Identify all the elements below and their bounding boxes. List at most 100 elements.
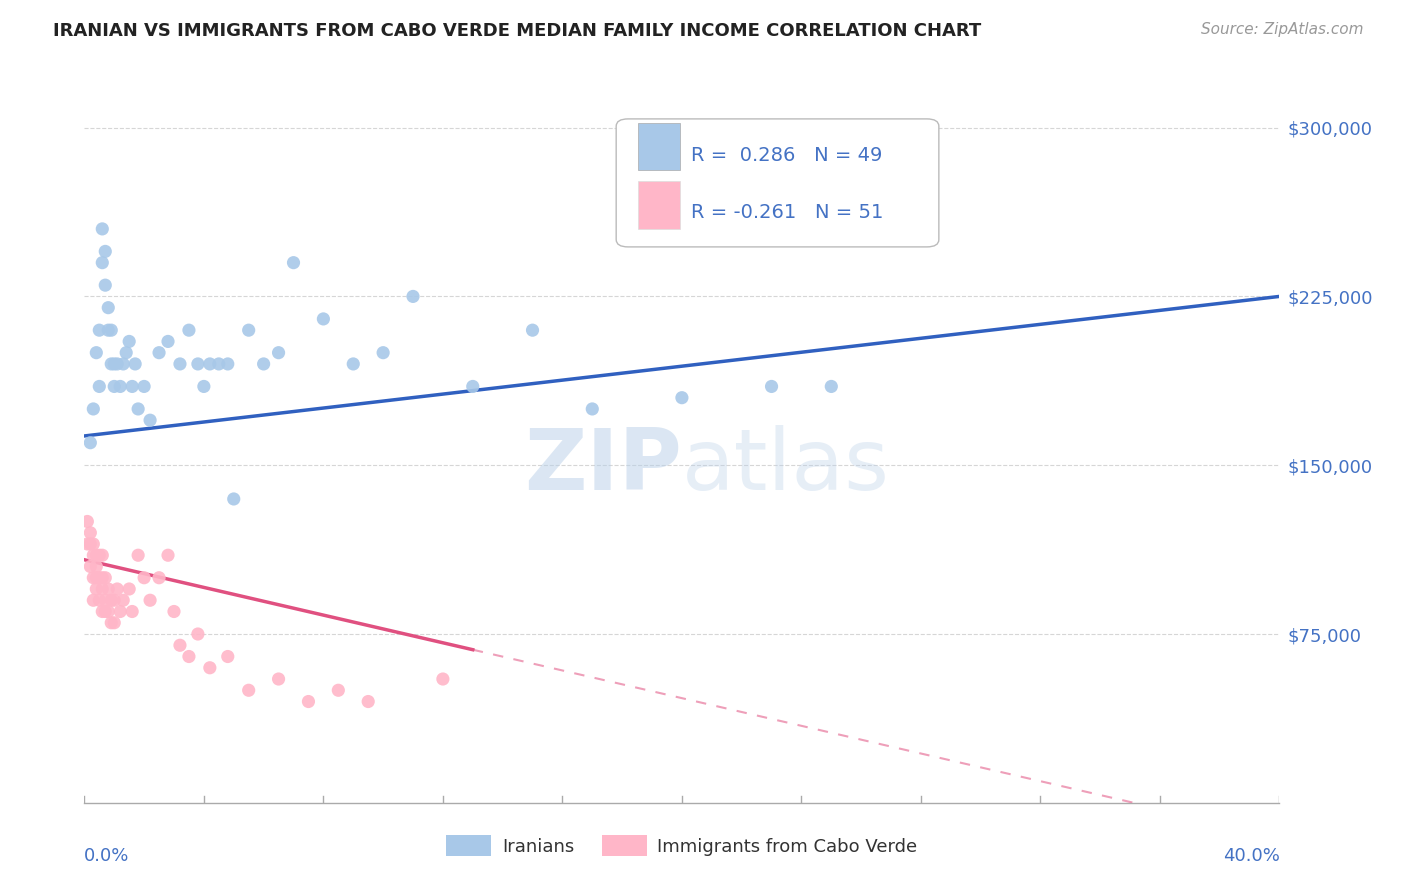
Point [79, 559, 101, 574]
Point [238, 323, 260, 337]
Point [402, 289, 425, 303]
Point [91, 582, 114, 596]
Point [82, 401, 104, 416]
Point [86, 571, 108, 585]
Point [581, 401, 603, 416]
Text: IRANIAN VS IMMIGRANTS FROM CABO VERDE MEDIAN FAMILY INCOME CORRELATION CHART: IRANIAN VS IMMIGRANTS FROM CABO VERDE ME… [53, 22, 981, 40]
Point [148, 345, 170, 359]
Point [169, 357, 191, 371]
Point [312, 312, 335, 326]
Point [89, 323, 111, 337]
Point [217, 357, 239, 371]
Point [357, 694, 380, 708]
Point [139, 413, 162, 427]
Point [103, 379, 125, 393]
Point [761, 379, 783, 393]
Text: ZIP: ZIP [524, 425, 682, 508]
Text: Source: ZipAtlas.com: Source: ZipAtlas.com [1201, 22, 1364, 37]
Point [283, 255, 305, 269]
Point [94, 593, 117, 607]
Point [100, 357, 122, 371]
Point [127, 401, 149, 416]
Point [132, 571, 156, 585]
Point [461, 379, 484, 393]
Point [89, 548, 111, 562]
Point [91, 222, 114, 236]
Point [100, 593, 122, 607]
Text: 40.0%: 40.0% [1223, 847, 1279, 864]
Point [121, 605, 143, 619]
Point [94, 244, 117, 259]
Point [157, 548, 180, 562]
Point [105, 357, 128, 371]
Point [139, 593, 162, 607]
Point [94, 571, 117, 585]
Point [118, 334, 141, 349]
Point [222, 491, 245, 506]
Text: 0.0%: 0.0% [84, 847, 129, 864]
Point [297, 694, 319, 708]
Point [238, 683, 260, 698]
Point [112, 593, 135, 607]
Point [103, 615, 125, 630]
Point [103, 593, 125, 607]
Bar [638, 122, 679, 170]
Point [76, 537, 98, 551]
Point [94, 278, 117, 293]
Point [522, 323, 544, 337]
Point [148, 571, 170, 585]
Point [82, 548, 104, 562]
Point [127, 548, 149, 562]
Point [373, 345, 395, 359]
Point [112, 357, 135, 371]
Point [105, 582, 128, 596]
Point [97, 582, 120, 596]
Point [267, 672, 290, 686]
Point [267, 345, 290, 359]
Point [89, 593, 111, 607]
Point [342, 357, 364, 371]
Point [118, 582, 141, 596]
Point [86, 548, 108, 562]
Text: R =  0.286   N = 49: R = 0.286 N = 49 [692, 146, 883, 165]
Point [86, 345, 108, 359]
Point [208, 357, 231, 371]
Point [82, 593, 104, 607]
Point [97, 301, 120, 315]
Point [115, 345, 138, 359]
Point [177, 649, 200, 664]
Point [79, 525, 101, 540]
Point [89, 571, 111, 585]
Point [253, 357, 276, 371]
FancyBboxPatch shape [616, 119, 939, 247]
Point [198, 357, 221, 371]
Point [157, 334, 180, 349]
Point [86, 582, 108, 596]
Point [91, 548, 114, 562]
Point [187, 357, 209, 371]
Point [97, 323, 120, 337]
Point [820, 379, 842, 393]
Text: atlas: atlas [682, 425, 890, 508]
Point [91, 255, 114, 269]
Text: R = -0.261   N = 51: R = -0.261 N = 51 [692, 203, 884, 222]
Point [132, 379, 156, 393]
Point [193, 379, 215, 393]
Point [110, 379, 132, 393]
Point [97, 605, 120, 619]
Point [79, 537, 101, 551]
Point [79, 435, 101, 450]
Point [187, 627, 209, 641]
Point [86, 559, 108, 574]
Point [163, 605, 186, 619]
Bar [638, 181, 679, 228]
Point [100, 615, 122, 630]
Point [91, 571, 114, 585]
Point [177, 323, 200, 337]
Point [124, 357, 146, 371]
Point [82, 537, 104, 551]
Point [198, 661, 221, 675]
Point [671, 391, 693, 405]
Legend: Iranians, Immigrants from Cabo Verde: Iranians, Immigrants from Cabo Verde [439, 828, 925, 863]
Point [91, 605, 114, 619]
